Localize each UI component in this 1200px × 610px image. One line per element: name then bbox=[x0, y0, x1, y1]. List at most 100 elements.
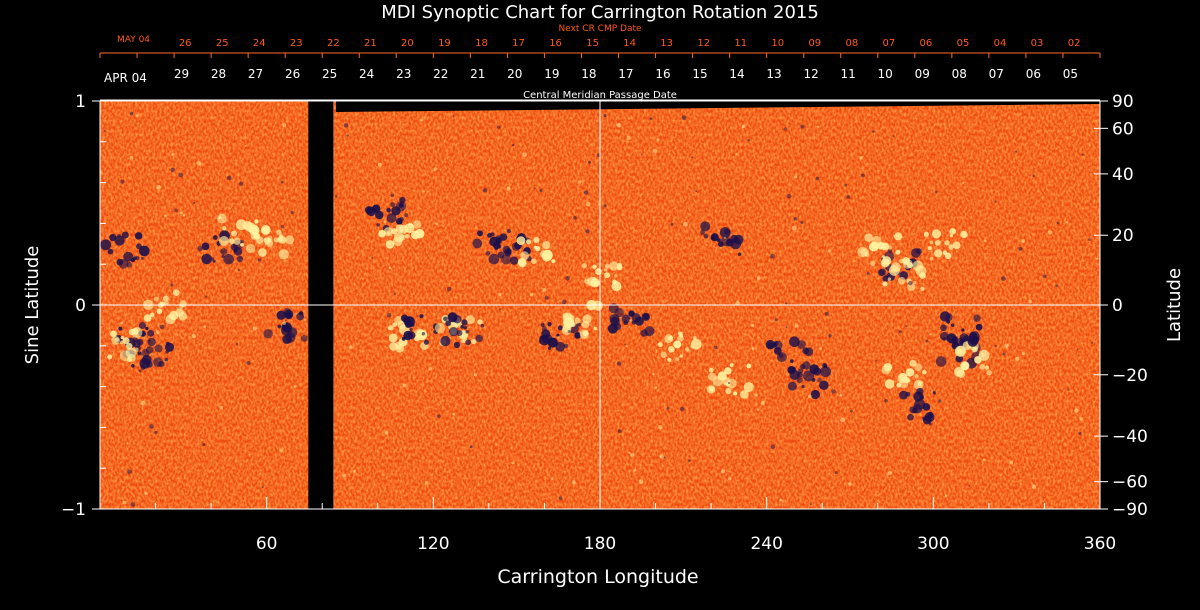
negative-flux-spot bbox=[547, 322, 552, 327]
negative-flux-spot bbox=[898, 330, 902, 334]
positive-flux-spot bbox=[684, 347, 690, 352]
next-cr-date-label: 17 bbox=[512, 38, 525, 49]
negative-flux-spot bbox=[390, 193, 394, 198]
positive-flux-spot bbox=[229, 238, 235, 245]
negative-flux-spot bbox=[158, 360, 165, 368]
positive-flux-spot bbox=[498, 293, 502, 297]
positive-flux-spot bbox=[245, 243, 256, 254]
positive-flux-spot bbox=[164, 214, 167, 218]
negative-flux-spot bbox=[221, 254, 225, 258]
positive-flux-spot bbox=[525, 239, 532, 245]
negative-flux-spot bbox=[246, 360, 251, 365]
negative-flux-spot bbox=[472, 238, 483, 249]
positive-flux-spot bbox=[506, 186, 511, 191]
cmp-date-label: 11 bbox=[841, 67, 856, 81]
negative-flux-spot bbox=[376, 223, 380, 227]
positive-flux-spot bbox=[909, 359, 917, 367]
negative-flux-spot bbox=[1043, 274, 1047, 278]
positive-flux-spot bbox=[603, 268, 608, 272]
positive-flux-spot bbox=[273, 237, 279, 243]
negative-flux-spot bbox=[945, 313, 953, 321]
negative-flux-spot bbox=[789, 369, 800, 381]
cmp-date-label: 18 bbox=[581, 67, 596, 81]
negative-flux-spot bbox=[915, 248, 922, 255]
negative-flux-spot bbox=[680, 406, 685, 412]
positive-flux-spot bbox=[465, 315, 475, 325]
positive-flux-spot bbox=[218, 215, 222, 220]
positive-flux-spot bbox=[944, 240, 950, 246]
negative-flux-spot bbox=[861, 173, 865, 178]
positive-flux-spot bbox=[516, 236, 526, 245]
negative-flux-spot bbox=[149, 424, 154, 429]
negative-flux-spot bbox=[905, 325, 908, 328]
positive-flux-spot bbox=[982, 458, 986, 462]
positive-flux-spot bbox=[1015, 356, 1020, 362]
negative-flux-spot bbox=[1081, 153, 1084, 156]
positive-flux-spot bbox=[126, 442, 129, 445]
positive-flux-spot bbox=[956, 369, 966, 378]
negative-flux-spot bbox=[121, 231, 129, 239]
positive-flux-spot bbox=[577, 180, 582, 184]
cmp-date-label: 13 bbox=[766, 67, 781, 81]
negative-flux-spot bbox=[277, 324, 282, 329]
x-axis-label: Carrington Longitude bbox=[497, 566, 698, 588]
negative-flux-spot bbox=[912, 403, 923, 414]
positive-flux-spot bbox=[1004, 343, 1009, 348]
negative-flux-spot bbox=[932, 390, 936, 394]
positive-flux-spot bbox=[729, 363, 734, 367]
next-cr-date-label: 15 bbox=[586, 38, 599, 49]
positive-flux-spot bbox=[551, 259, 556, 264]
positive-flux-spot bbox=[794, 324, 799, 328]
x-tick-label: 360 bbox=[1084, 534, 1116, 554]
negative-flux-spot bbox=[811, 378, 816, 382]
y-axis-label-right: Latitude bbox=[1164, 268, 1185, 342]
negative-flux-spot bbox=[490, 232, 495, 237]
positive-flux-spot bbox=[920, 286, 925, 292]
positive-flux-spot bbox=[857, 246, 868, 258]
positive-flux-spot bbox=[931, 229, 942, 239]
negative-flux-spot bbox=[817, 377, 822, 383]
positive-flux-spot bbox=[394, 316, 404, 325]
negative-flux-spot bbox=[614, 308, 624, 318]
negative-flux-spot bbox=[164, 342, 175, 352]
positive-flux-spot bbox=[1009, 461, 1013, 465]
negative-flux-spot bbox=[892, 135, 895, 138]
positive-flux-spot bbox=[756, 276, 761, 281]
negative-flux-spot bbox=[925, 339, 929, 343]
negative-flux-spot bbox=[1018, 246, 1023, 251]
positive-flux-spot bbox=[870, 260, 876, 266]
positive-flux-spot bbox=[616, 123, 622, 128]
positive-flux-spot bbox=[279, 448, 283, 452]
next-cr-date-label: 24 bbox=[253, 38, 266, 49]
positive-flux-spot bbox=[278, 249, 289, 260]
negative-flux-spot bbox=[717, 238, 721, 242]
positive-flux-spot bbox=[948, 244, 954, 250]
negative-flux-spot bbox=[130, 502, 136, 507]
next-cr-date-label: 21 bbox=[364, 38, 377, 49]
positive-flux-spot bbox=[140, 400, 146, 406]
positive-flux-spot bbox=[986, 370, 992, 376]
negative-flux-spot bbox=[968, 484, 971, 487]
magnetogram-plot bbox=[99, 100, 1101, 510]
negative-flux-spot bbox=[509, 256, 519, 265]
negative-flux-spot bbox=[1088, 238, 1091, 241]
positive-flux-spot bbox=[258, 248, 267, 257]
positive-flux-spot bbox=[377, 162, 382, 167]
positive-flux-spot bbox=[914, 363, 923, 372]
next-cr-date-label: 20 bbox=[401, 38, 414, 49]
cmp-axis-label: Central Meridian Passage Date bbox=[523, 90, 677, 101]
cmp-date-label: 08 bbox=[952, 67, 967, 81]
negative-flux-spot bbox=[804, 347, 814, 357]
positive-flux-spot bbox=[625, 345, 628, 348]
negative-flux-spot bbox=[159, 324, 165, 330]
positive-flux-spot bbox=[884, 379, 895, 389]
positive-flux-spot bbox=[570, 322, 576, 327]
next-cr-date-label: 25 bbox=[216, 38, 229, 49]
negative-flux-spot bbox=[783, 127, 787, 131]
positive-flux-spot bbox=[285, 235, 295, 245]
next-cr-date-label: 02 bbox=[1068, 38, 1081, 49]
negative-flux-spot bbox=[390, 202, 396, 208]
negative-flux-spot bbox=[666, 406, 670, 410]
positive-flux-spot bbox=[434, 322, 446, 334]
cmp-date-label: 23 bbox=[396, 67, 411, 81]
